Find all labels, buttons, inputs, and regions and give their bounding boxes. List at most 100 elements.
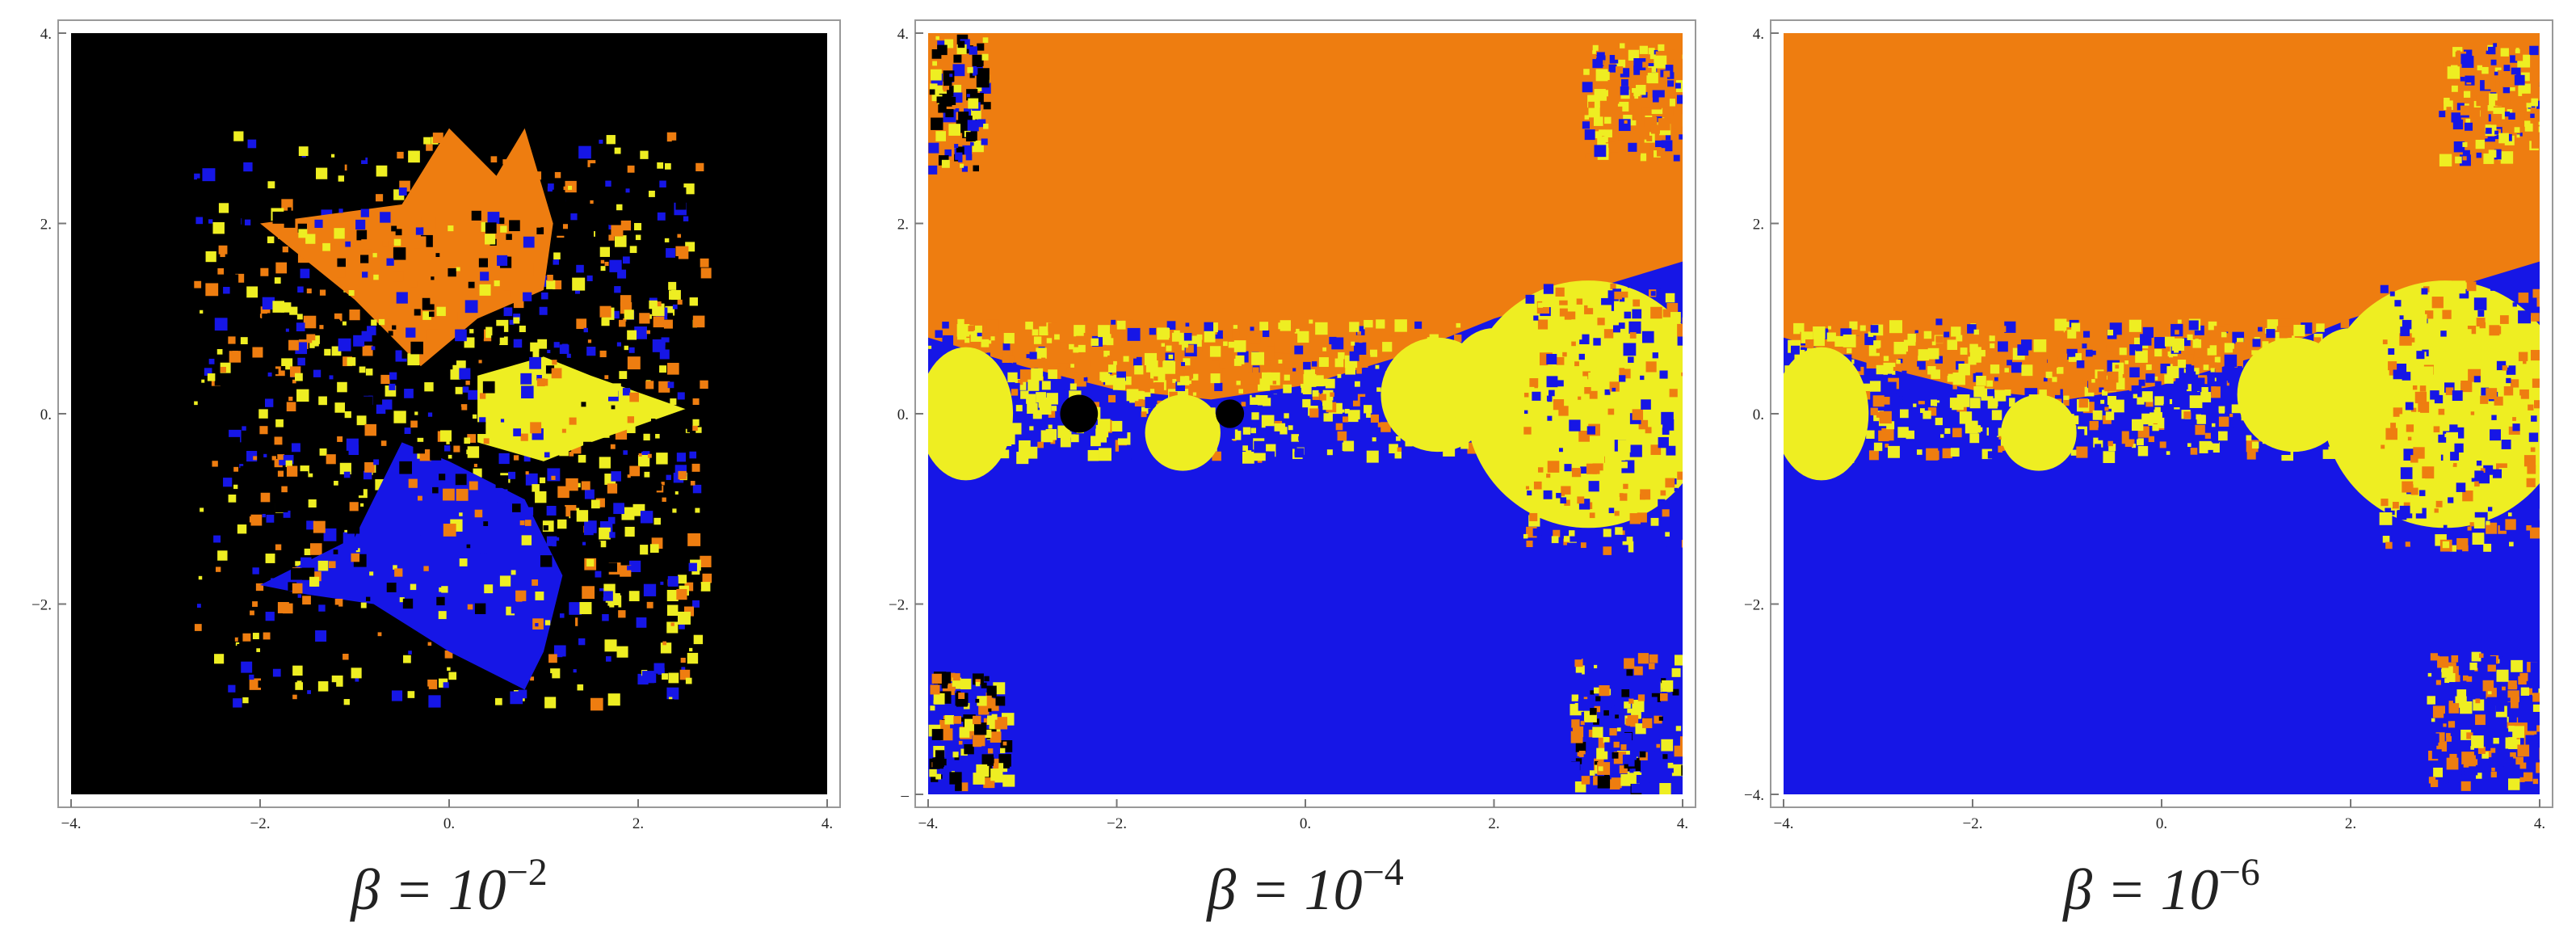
speck	[1679, 134, 1683, 140]
speck	[1006, 355, 1015, 363]
speck	[1969, 343, 1978, 353]
speck	[2162, 389, 2172, 398]
speck	[2493, 43, 2498, 48]
speck	[537, 347, 545, 356]
speck	[1637, 653, 1649, 664]
speck	[966, 116, 973, 122]
speck	[1902, 370, 1907, 376]
speck	[464, 300, 478, 314]
speck	[480, 272, 490, 281]
speck	[1640, 489, 1651, 500]
speck	[1564, 499, 1570, 506]
speck	[597, 165, 603, 171]
speck	[702, 573, 712, 583]
speck	[1629, 768, 1634, 773]
speck	[1145, 397, 1157, 409]
speck	[280, 366, 286, 371]
speck	[262, 314, 272, 323]
speck	[1112, 377, 1126, 390]
speck	[1623, 343, 1637, 356]
speck	[1872, 395, 1885, 407]
speck	[1656, 769, 1669, 781]
caption-exponent: −2	[506, 851, 548, 894]
speck	[2068, 356, 2074, 362]
speck	[331, 154, 335, 158]
speck	[1000, 330, 1005, 335]
speck	[1958, 364, 1970, 376]
speck	[958, 740, 963, 745]
speck	[666, 604, 679, 616]
speck	[2462, 149, 2470, 158]
speck	[1370, 414, 1380, 423]
speck	[2421, 366, 2434, 379]
speck	[1620, 333, 1628, 341]
speck	[2532, 693, 2540, 702]
speck	[294, 373, 303, 381]
speck	[436, 596, 445, 606]
speck	[1916, 449, 1923, 455]
speck	[599, 246, 611, 257]
speck	[676, 453, 687, 462]
speck	[2168, 353, 2174, 358]
speck	[2442, 309, 2452, 319]
speck	[473, 422, 486, 435]
speck	[298, 229, 308, 238]
speck	[551, 368, 562, 379]
speck	[646, 330, 651, 335]
speck	[2549, 53, 2562, 65]
speck	[1655, 140, 1662, 148]
speck	[532, 484, 540, 492]
speck	[553, 259, 560, 265]
speck	[607, 693, 620, 706]
speck	[1247, 372, 1260, 385]
speck	[1073, 347, 1079, 353]
speck	[1191, 373, 1199, 381]
speck	[2466, 676, 2473, 682]
speck	[468, 389, 478, 400]
speck	[1263, 398, 1271, 406]
basin-region	[2303, 328, 2398, 443]
speck	[2133, 337, 2141, 345]
speck	[380, 212, 391, 223]
speck	[1879, 411, 1892, 424]
x-tick-label: 4.	[1677, 815, 1688, 832]
speck	[1585, 153, 1591, 158]
speck	[399, 461, 412, 474]
speck	[1335, 423, 1343, 431]
speck	[334, 199, 340, 205]
speck	[296, 322, 305, 331]
speck	[570, 213, 578, 221]
speck	[1376, 319, 1385, 329]
speck	[2198, 337, 2210, 348]
speck	[267, 149, 272, 154]
speck	[1356, 368, 1362, 374]
x-tick-label: 0.	[1300, 815, 1311, 832]
speck	[1673, 106, 1683, 116]
speck	[480, 552, 485, 557]
speck	[1629, 332, 1637, 339]
speck	[670, 289, 681, 300]
speck	[599, 541, 607, 548]
speck	[2460, 329, 2472, 341]
speck	[233, 131, 244, 141]
speck	[995, 696, 1006, 706]
speck	[1543, 284, 1554, 294]
speck	[2381, 364, 2387, 370]
speck	[1250, 427, 1256, 434]
speck	[609, 259, 622, 272]
speck	[1149, 327, 1157, 335]
speck	[2389, 474, 2398, 484]
speck	[262, 513, 266, 518]
speck	[2539, 747, 2540, 760]
speck	[2382, 536, 2390, 543]
speck	[297, 286, 304, 293]
speck	[590, 697, 603, 711]
speck	[342, 653, 349, 660]
speck	[438, 611, 447, 620]
speck	[525, 471, 529, 475]
speck	[680, 657, 686, 663]
speck	[1602, 136, 1608, 143]
speck	[391, 225, 397, 232]
speck	[494, 697, 502, 705]
speck	[1578, 699, 1591, 711]
